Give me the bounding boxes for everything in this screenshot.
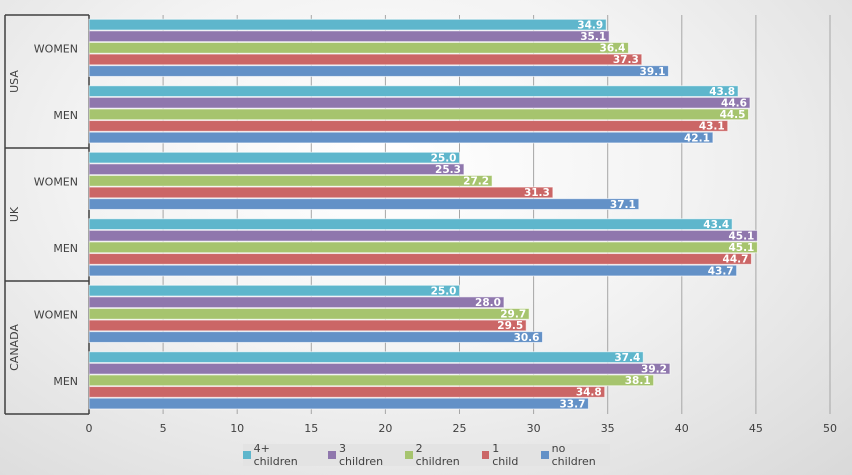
legend-item: 3 children — [328, 442, 391, 468]
x-tick-label: 40 — [675, 422, 689, 435]
bar — [88, 241, 758, 254]
data-label: 29.5 — [497, 320, 523, 332]
data-label: 34.9 — [577, 19, 603, 31]
bar — [88, 374, 655, 387]
category-label: MEN — [53, 375, 78, 388]
bar — [88, 65, 669, 77]
bar — [88, 96, 751, 109]
bar — [88, 53, 643, 66]
bar — [88, 319, 527, 332]
bar — [88, 131, 714, 144]
category-label: WOMEN — [34, 42, 78, 55]
category-label: WOMEN — [34, 175, 78, 188]
x-tick-label: 35 — [601, 422, 615, 435]
data-label: 43.1 — [699, 121, 725, 133]
legend-item: 2 children — [405, 442, 468, 468]
bar — [88, 151, 460, 164]
bar — [88, 331, 543, 343]
data-label: 36.4 — [600, 43, 626, 55]
data-label: 43.4 — [703, 219, 729, 231]
bar — [88, 120, 729, 132]
data-label: 30.6 — [514, 332, 540, 344]
legend-label: no children — [551, 442, 596, 468]
legend-label: 1 child — [492, 442, 519, 468]
legend: 4+ children 3 children 2 children 1 child no… — [243, 442, 610, 468]
x-tick-label: 20 — [378, 422, 392, 435]
data-label: 29.7 — [500, 309, 526, 321]
data-label: 25.0 — [431, 285, 457, 297]
bar — [88, 85, 739, 98]
data-label: 39.1 — [640, 66, 666, 78]
bar — [88, 41, 629, 54]
bar — [88, 296, 505, 309]
x-tick-label: 5 — [160, 422, 167, 435]
bar — [88, 18, 607, 31]
data-label: 25.0 — [431, 152, 457, 164]
data-label: 37.3 — [613, 54, 639, 66]
legend-label: 2 children — [415, 442, 460, 468]
bar — [88, 351, 644, 364]
bar — [88, 362, 671, 375]
data-label: 25.3 — [435, 164, 461, 176]
data-label: 39.2 — [641, 363, 667, 375]
legend-item: 1 child — [481, 442, 527, 468]
bar — [88, 163, 465, 176]
bar — [88, 198, 640, 210]
data-label: 44.5 — [720, 109, 746, 121]
bar — [88, 397, 589, 410]
data-label: 27.2 — [463, 176, 489, 188]
data-label: 37.4 — [614, 352, 640, 364]
bar — [88, 386, 606, 398]
data-label: 35.1 — [580, 31, 606, 43]
country-label: CANADA — [8, 324, 21, 371]
x-tick-label: 15 — [304, 422, 318, 435]
bar — [88, 108, 749, 121]
bar — [88, 264, 738, 277]
legend-swatch — [243, 451, 251, 459]
x-tick-label: 50 — [823, 422, 837, 435]
bar — [88, 30, 610, 43]
legend-swatch — [328, 451, 336, 459]
category-label: WOMEN — [34, 308, 78, 321]
data-label: 44.6 — [721, 97, 747, 109]
x-tick-label: 25 — [453, 422, 467, 435]
category-label: MEN — [53, 242, 78, 255]
data-label: 33.7 — [560, 398, 586, 410]
bar — [88, 218, 733, 231]
country-label: USA — [8, 70, 21, 93]
x-tick-label: 45 — [749, 422, 763, 435]
bar — [88, 307, 530, 320]
legend-swatch — [405, 451, 413, 459]
legend-label: 4+ children — [253, 442, 298, 468]
bar — [88, 253, 752, 265]
data-label: 38.1 — [625, 375, 651, 387]
x-tick-label: 30 — [527, 422, 541, 435]
bar — [88, 174, 493, 187]
legend-item: 4+ children — [243, 442, 314, 468]
country-label: UK — [8, 206, 21, 222]
x-tick-label: 10 — [230, 422, 244, 435]
data-label: 31.3 — [524, 187, 550, 199]
legend-label: 3 children — [339, 442, 384, 468]
data-label: 43.8 — [709, 86, 735, 98]
bar — [88, 284, 460, 297]
data-label: 45.1 — [728, 242, 754, 254]
legend-swatch — [481, 451, 490, 459]
data-label: 37.1 — [610, 199, 636, 211]
data-label: 34.8 — [576, 387, 602, 399]
data-label: 43.7 — [708, 265, 734, 277]
bar — [88, 229, 758, 242]
category-label: MEN — [53, 109, 78, 122]
legend-swatch — [541, 451, 549, 459]
legend-item: no children — [541, 442, 610, 468]
data-label: 45.1 — [728, 230, 754, 242]
x-tick-label: 0 — [86, 422, 93, 435]
data-label: 44.7 — [723, 254, 749, 266]
data-label: 42.1 — [684, 132, 710, 144]
bar — [88, 186, 554, 199]
data-label: 28.0 — [475, 297, 501, 309]
